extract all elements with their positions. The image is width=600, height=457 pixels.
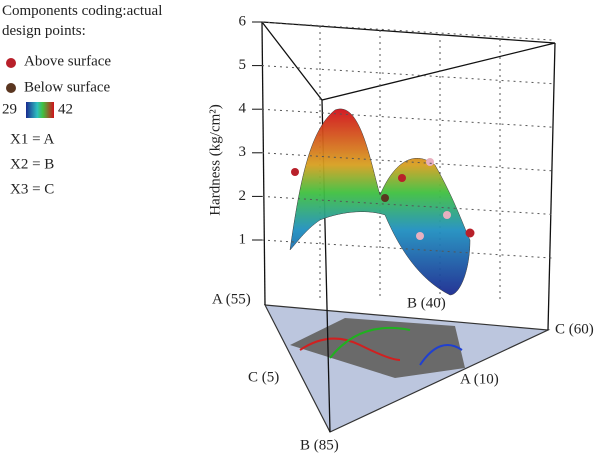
z-tick-label: 2 — [239, 188, 247, 204]
z-tick-label: 1 — [239, 231, 247, 247]
z-tick-label: 4 — [239, 101, 247, 117]
z-axis-label: Hardness (kg/cm²) — [207, 104, 223, 216]
grid-line — [261, 65, 553, 85]
grid-line — [261, 21, 553, 41]
vertex-label: C (60) — [555, 321, 594, 337]
grid-line — [261, 108, 553, 128]
vertex-label: C (5) — [248, 369, 279, 385]
colorbar-min: 29 — [2, 101, 17, 117]
design-points — [291, 158, 475, 240]
contour — [419, 344, 463, 366]
legend-title: Components coding:actual design points: — [2, 3, 162, 39]
grid-line — [261, 152, 553, 172]
coding: X1 = A — [10, 131, 54, 147]
back-grid — [319, 26, 501, 300]
vertex-label: A (55) — [212, 291, 251, 307]
contour — [329, 326, 411, 359]
coding: X3 = C — [10, 181, 54, 197]
vertex-label: A (10) — [460, 371, 499, 387]
z-tick-label: 5 — [239, 57, 247, 73]
legend-marker — [6, 58, 16, 68]
legend-label: Above surface — [24, 53, 111, 69]
vertex-label: B (40) — [407, 295, 446, 311]
grid-line — [261, 239, 553, 259]
response-surface — [289, 108, 471, 296]
coding: X2 = B — [10, 156, 54, 172]
grid-line — [261, 195, 553, 215]
z-tick-label: 3 — [239, 144, 247, 160]
legend-marker — [6, 83, 16, 93]
vertex-label: B (85) — [300, 437, 339, 453]
legend-label: Below surface — [24, 79, 111, 95]
colorbar — [26, 102, 54, 118]
contour — [299, 337, 401, 361]
colorbar-max: 42 — [58, 101, 73, 117]
z-tick-label: 6 — [239, 13, 247, 29]
